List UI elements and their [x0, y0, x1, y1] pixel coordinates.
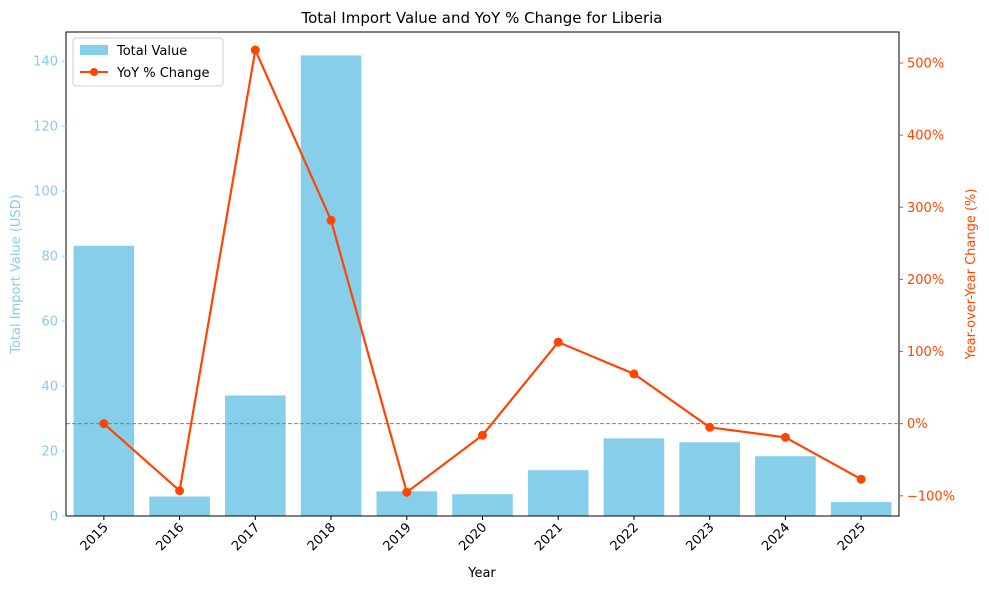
legend-label-total-value: Total Value: [116, 44, 187, 59]
yoy-point-2019: [402, 487, 412, 497]
y-right-axis-ticks: −100% 0% 100% 200% 300% 400% 500%: [899, 57, 955, 504]
yoy-point-2016: [175, 486, 185, 496]
y-right-tick-label: 200%: [907, 273, 944, 288]
yoy-point-2023: [705, 422, 715, 432]
bar-2016: [149, 496, 210, 516]
yoy-point-2021: [553, 337, 563, 347]
bar-2018: [300, 55, 362, 517]
y-left-tick-label: 20: [41, 445, 58, 460]
y-right-tick-label: 400%: [907, 129, 944, 144]
yoy-point-2025: [856, 474, 866, 484]
yoy-point-2015: [99, 419, 109, 429]
bar-2021: [527, 470, 589, 516]
y-right-tick-label: 300%: [907, 201, 944, 216]
y-left-tick-label: 140: [33, 55, 58, 70]
legend-frame: [72, 37, 224, 87]
bar-2015: [73, 245, 135, 516]
legend-swatch-yoy-marker: [90, 68, 98, 76]
yoy-point-2018: [326, 215, 336, 225]
y-left-tick-label: 40: [41, 380, 58, 395]
yoy-point-2020: [478, 430, 487, 440]
y-right-tick-label: 0%: [907, 417, 928, 432]
line-series-group: [99, 45, 866, 497]
legend-swatch-total-value: [80, 45, 108, 55]
y-left-tick-label: 60: [41, 315, 58, 330]
bar-2024: [755, 456, 816, 516]
yoy-point-2022: [629, 369, 639, 379]
bar-2020: [452, 494, 513, 516]
y-right-axis-label: Year-over-Year Change (%): [964, 189, 979, 361]
y-right-tick-label: −100%: [907, 489, 955, 504]
yoy-point-2017: [250, 45, 260, 55]
y-right-tick-label: 500%: [907, 57, 944, 72]
chart-title: Total Import Value and YoY % Change for …: [301, 9, 663, 27]
y-right-tick-label: 100%: [907, 345, 944, 360]
bar-2023: [679, 442, 740, 516]
y-left-tick-label: 0: [50, 510, 58, 525]
legend: Total Value YoY % Change: [72, 37, 224, 87]
bar-2022: [603, 438, 665, 516]
bar-2017: [225, 395, 286, 516]
legend-label-yoy: YoY % Change: [116, 66, 210, 81]
y-left-tick-label: 80: [41, 250, 58, 265]
x-axis-label: Year: [467, 566, 496, 581]
y-left-axis-label: Total Import Value (USD): [9, 194, 24, 355]
yoy-point-2024: [780, 432, 790, 442]
y-left-tick-label: 120: [33, 120, 58, 135]
y-left-tick-label: 100: [33, 185, 58, 200]
bars-group: [73, 55, 892, 517]
y-left-axis-ticks: 0 20 40 60 80 100 120 140: [33, 55, 66, 525]
bar-2025: [830, 502, 892, 516]
